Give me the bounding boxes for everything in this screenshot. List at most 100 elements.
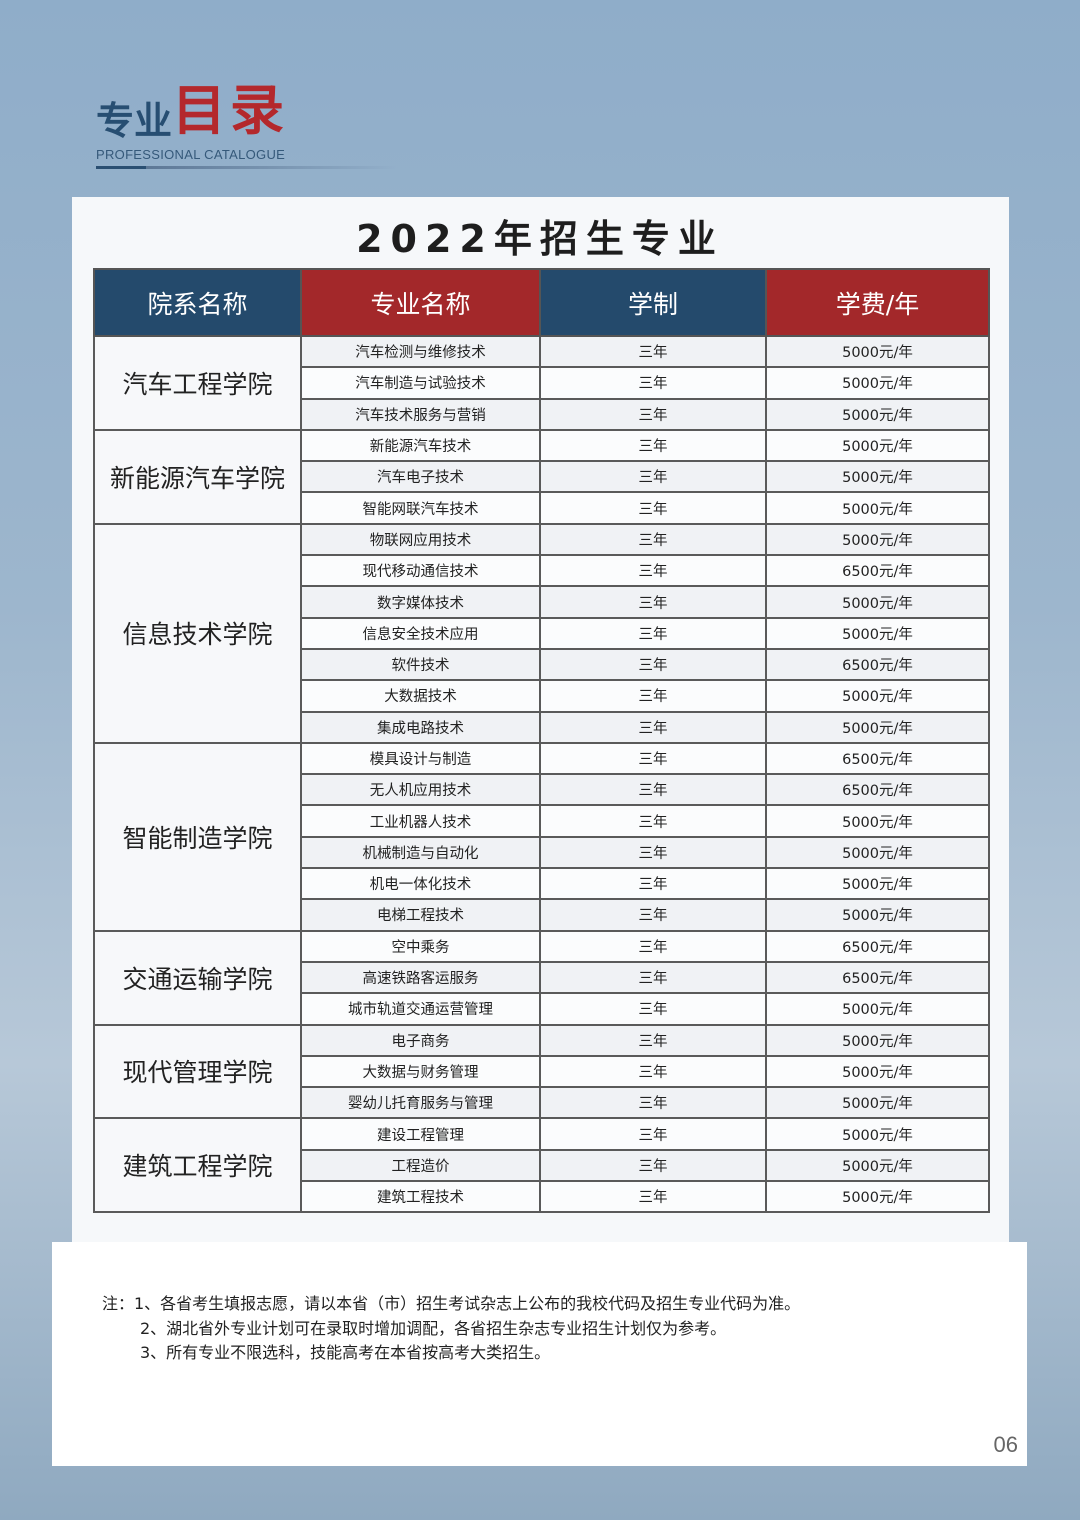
major-name: 信息安全技术应用 bbox=[300, 616, 541, 650]
major-name: 空中乘务 bbox=[300, 929, 541, 963]
duration: 三年 bbox=[539, 835, 767, 870]
duration: 三年 bbox=[539, 460, 767, 494]
duration: 三年 bbox=[539, 1086, 767, 1120]
duration: 三年 bbox=[539, 741, 767, 776]
major-name: 新能源汽车技术 bbox=[300, 428, 541, 463]
table-row: 信息安全技术应用 三年 5000元/年 bbox=[94, 616, 990, 650]
tuition: 5000元/年 bbox=[765, 992, 990, 1026]
note-1: 注：1、各省考生填报志愿，请以本省（市）招生考试杂志上公布的我校代码及招生专业代… bbox=[102, 1294, 801, 1313]
major-name: 电子商务 bbox=[300, 1023, 541, 1057]
tuition: 5000元/年 bbox=[765, 397, 990, 431]
major-name: 集成电路技术 bbox=[300, 710, 541, 744]
table-row: 机械制造与自动化 三年 5000元/年 bbox=[94, 835, 990, 870]
logo-title-blue: 专业 bbox=[96, 98, 173, 143]
column-header-tuition: 学费/年 bbox=[765, 268, 990, 337]
major-name: 汽车检测与维修技术 bbox=[300, 334, 541, 369]
table-row: 城市轨道交通运营管理 三年 5000元/年 bbox=[94, 992, 990, 1026]
duration: 三年 bbox=[539, 679, 767, 713]
table-row: 交通运输学院 空中乘务 三年 6500元/年 bbox=[93, 929, 990, 1026]
table-row: 软件技术 三年 6500元/年 bbox=[94, 647, 990, 682]
table-row: 大数据技术 三年 5000元/年 bbox=[94, 679, 990, 713]
duration: 三年 bbox=[539, 647, 767, 682]
duration: 三年 bbox=[539, 1054, 767, 1089]
tuition: 5000元/年 bbox=[765, 522, 990, 557]
table-row: 高速铁路客运服务 三年 6500元/年 bbox=[94, 960, 990, 995]
duration: 三年 bbox=[539, 710, 767, 744]
tuition: 5000元/年 bbox=[765, 491, 990, 525]
duration: 三年 bbox=[539, 616, 767, 650]
department-name: 建筑工程学院 bbox=[93, 1117, 302, 1214]
page-number: 06 bbox=[993, 1432, 1018, 1457]
tuition: 5000元/年 bbox=[765, 1023, 990, 1057]
logo-title-red: 目录 bbox=[172, 78, 289, 142]
duration: 三年 bbox=[539, 992, 767, 1026]
tuition: 6500元/年 bbox=[765, 554, 990, 588]
duration: 三年 bbox=[539, 929, 767, 963]
major-name: 智能网联汽车技术 bbox=[300, 491, 541, 525]
majors-table: 院系名称 专业名称 学制 学费/年 汽车工程学院 汽车检测与维修技术 三年 5000元… bbox=[93, 268, 990, 1214]
major-name: 工业机器人技术 bbox=[300, 804, 541, 838]
table-row: 信息技术学院 物联网应用技术 三年 5000元/年 bbox=[93, 522, 990, 744]
tuition: 5000元/年 bbox=[765, 1054, 990, 1089]
tuition: 5000元/年 bbox=[765, 460, 990, 494]
table-row: 智能制造学院 模具设计与制造 三年 6500元/年 bbox=[93, 741, 990, 932]
tuition: 5000元/年 bbox=[765, 428, 990, 463]
table-row: 汽车制造与试验技术 三年 5000元/年 bbox=[94, 366, 990, 400]
tuition: 5000元/年 bbox=[765, 867, 990, 901]
duration: 三年 bbox=[539, 334, 767, 369]
major-name: 无人机应用技术 bbox=[300, 773, 541, 807]
table-row: 汽车技术服务与营销 三年 5000元/年 bbox=[94, 397, 990, 431]
department-name: 现代管理学院 bbox=[93, 1023, 302, 1120]
duration: 三年 bbox=[539, 554, 767, 588]
major-name: 城市轨道交通运营管理 bbox=[300, 992, 541, 1026]
major-name: 建设工程管理 bbox=[300, 1117, 541, 1151]
tuition: 5000元/年 bbox=[765, 1180, 990, 1214]
tuition: 5000元/年 bbox=[765, 898, 990, 932]
tuition: 6500元/年 bbox=[765, 773, 990, 807]
duration: 三年 bbox=[539, 960, 767, 995]
duration: 三年 bbox=[539, 366, 767, 400]
column-header-major: 专业名称 bbox=[300, 268, 541, 337]
note-3: 3、所有专业不限选科，技能高考在本省按高考大类招生。 bbox=[140, 1343, 551, 1362]
divider bbox=[96, 166, 396, 169]
logo-subtitle: PROFESSIONAL CATALOGUE bbox=[96, 147, 286, 162]
tuition: 6500元/年 bbox=[765, 929, 990, 963]
table-row: 工业机器人技术 三年 5000元/年 bbox=[94, 804, 990, 838]
major-name: 机械制造与自动化 bbox=[300, 835, 541, 870]
major-name: 婴幼儿托育服务与管理 bbox=[300, 1086, 541, 1120]
page-title: 2022年招生专业 bbox=[356, 217, 724, 261]
table-row: 现代移动通信技术 三年 6500元/年 bbox=[94, 554, 990, 588]
major-name: 软件技术 bbox=[300, 647, 541, 682]
table-row: 汽车工程学院 汽车检测与维修技术 三年 5000元/年 bbox=[93, 334, 990, 431]
major-name: 现代移动通信技术 bbox=[300, 554, 541, 588]
duration: 三年 bbox=[539, 804, 767, 838]
duration: 三年 bbox=[539, 1180, 767, 1214]
tuition: 5000元/年 bbox=[765, 585, 990, 619]
notes-panel: 注：1、各省考生填报志愿，请以本省（市）招生考试杂志上公布的我校代码及招生专业代… bbox=[52, 1242, 1027, 1466]
department-name: 新能源汽车学院 bbox=[93, 428, 302, 525]
duration: 三年 bbox=[539, 1148, 767, 1183]
tuition: 5000元/年 bbox=[765, 616, 990, 650]
duration: 三年 bbox=[539, 1117, 767, 1151]
major-name: 高速铁路客运服务 bbox=[300, 960, 541, 995]
column-header-department: 院系名称 bbox=[93, 268, 302, 337]
duration: 三年 bbox=[539, 773, 767, 807]
major-name: 机电一体化技术 bbox=[300, 867, 541, 901]
major-name: 大数据技术 bbox=[300, 679, 541, 713]
table-row: 智能网联汽车技术 三年 5000元/年 bbox=[94, 491, 990, 525]
table-row: 婴幼儿托育服务与管理 三年 5000元/年 bbox=[94, 1086, 990, 1120]
table-row: 无人机应用技术 三年 6500元/年 bbox=[94, 773, 990, 807]
table-row: 建筑工程技术 三年 5000元/年 bbox=[94, 1180, 990, 1214]
table-row: 工程造价 三年 5000元/年 bbox=[94, 1148, 990, 1183]
table-row: 现代管理学院 电子商务 三年 5000元/年 bbox=[93, 1023, 990, 1120]
major-name: 汽车电子技术 bbox=[300, 460, 541, 494]
table-row: 机电一体化技术 三年 5000元/年 bbox=[94, 867, 990, 901]
major-name: 工程造价 bbox=[300, 1148, 541, 1183]
department-name: 交通运输学院 bbox=[93, 929, 302, 1026]
tuition: 6500元/年 bbox=[765, 960, 990, 995]
duration: 三年 bbox=[539, 1023, 767, 1057]
department-name: 汽车工程学院 bbox=[93, 335, 302, 431]
table-row: 电梯工程技术 三年 5000元/年 bbox=[94, 898, 990, 932]
tuition: 5000元/年 bbox=[765, 366, 990, 400]
major-name: 电梯工程技术 bbox=[300, 898, 541, 932]
